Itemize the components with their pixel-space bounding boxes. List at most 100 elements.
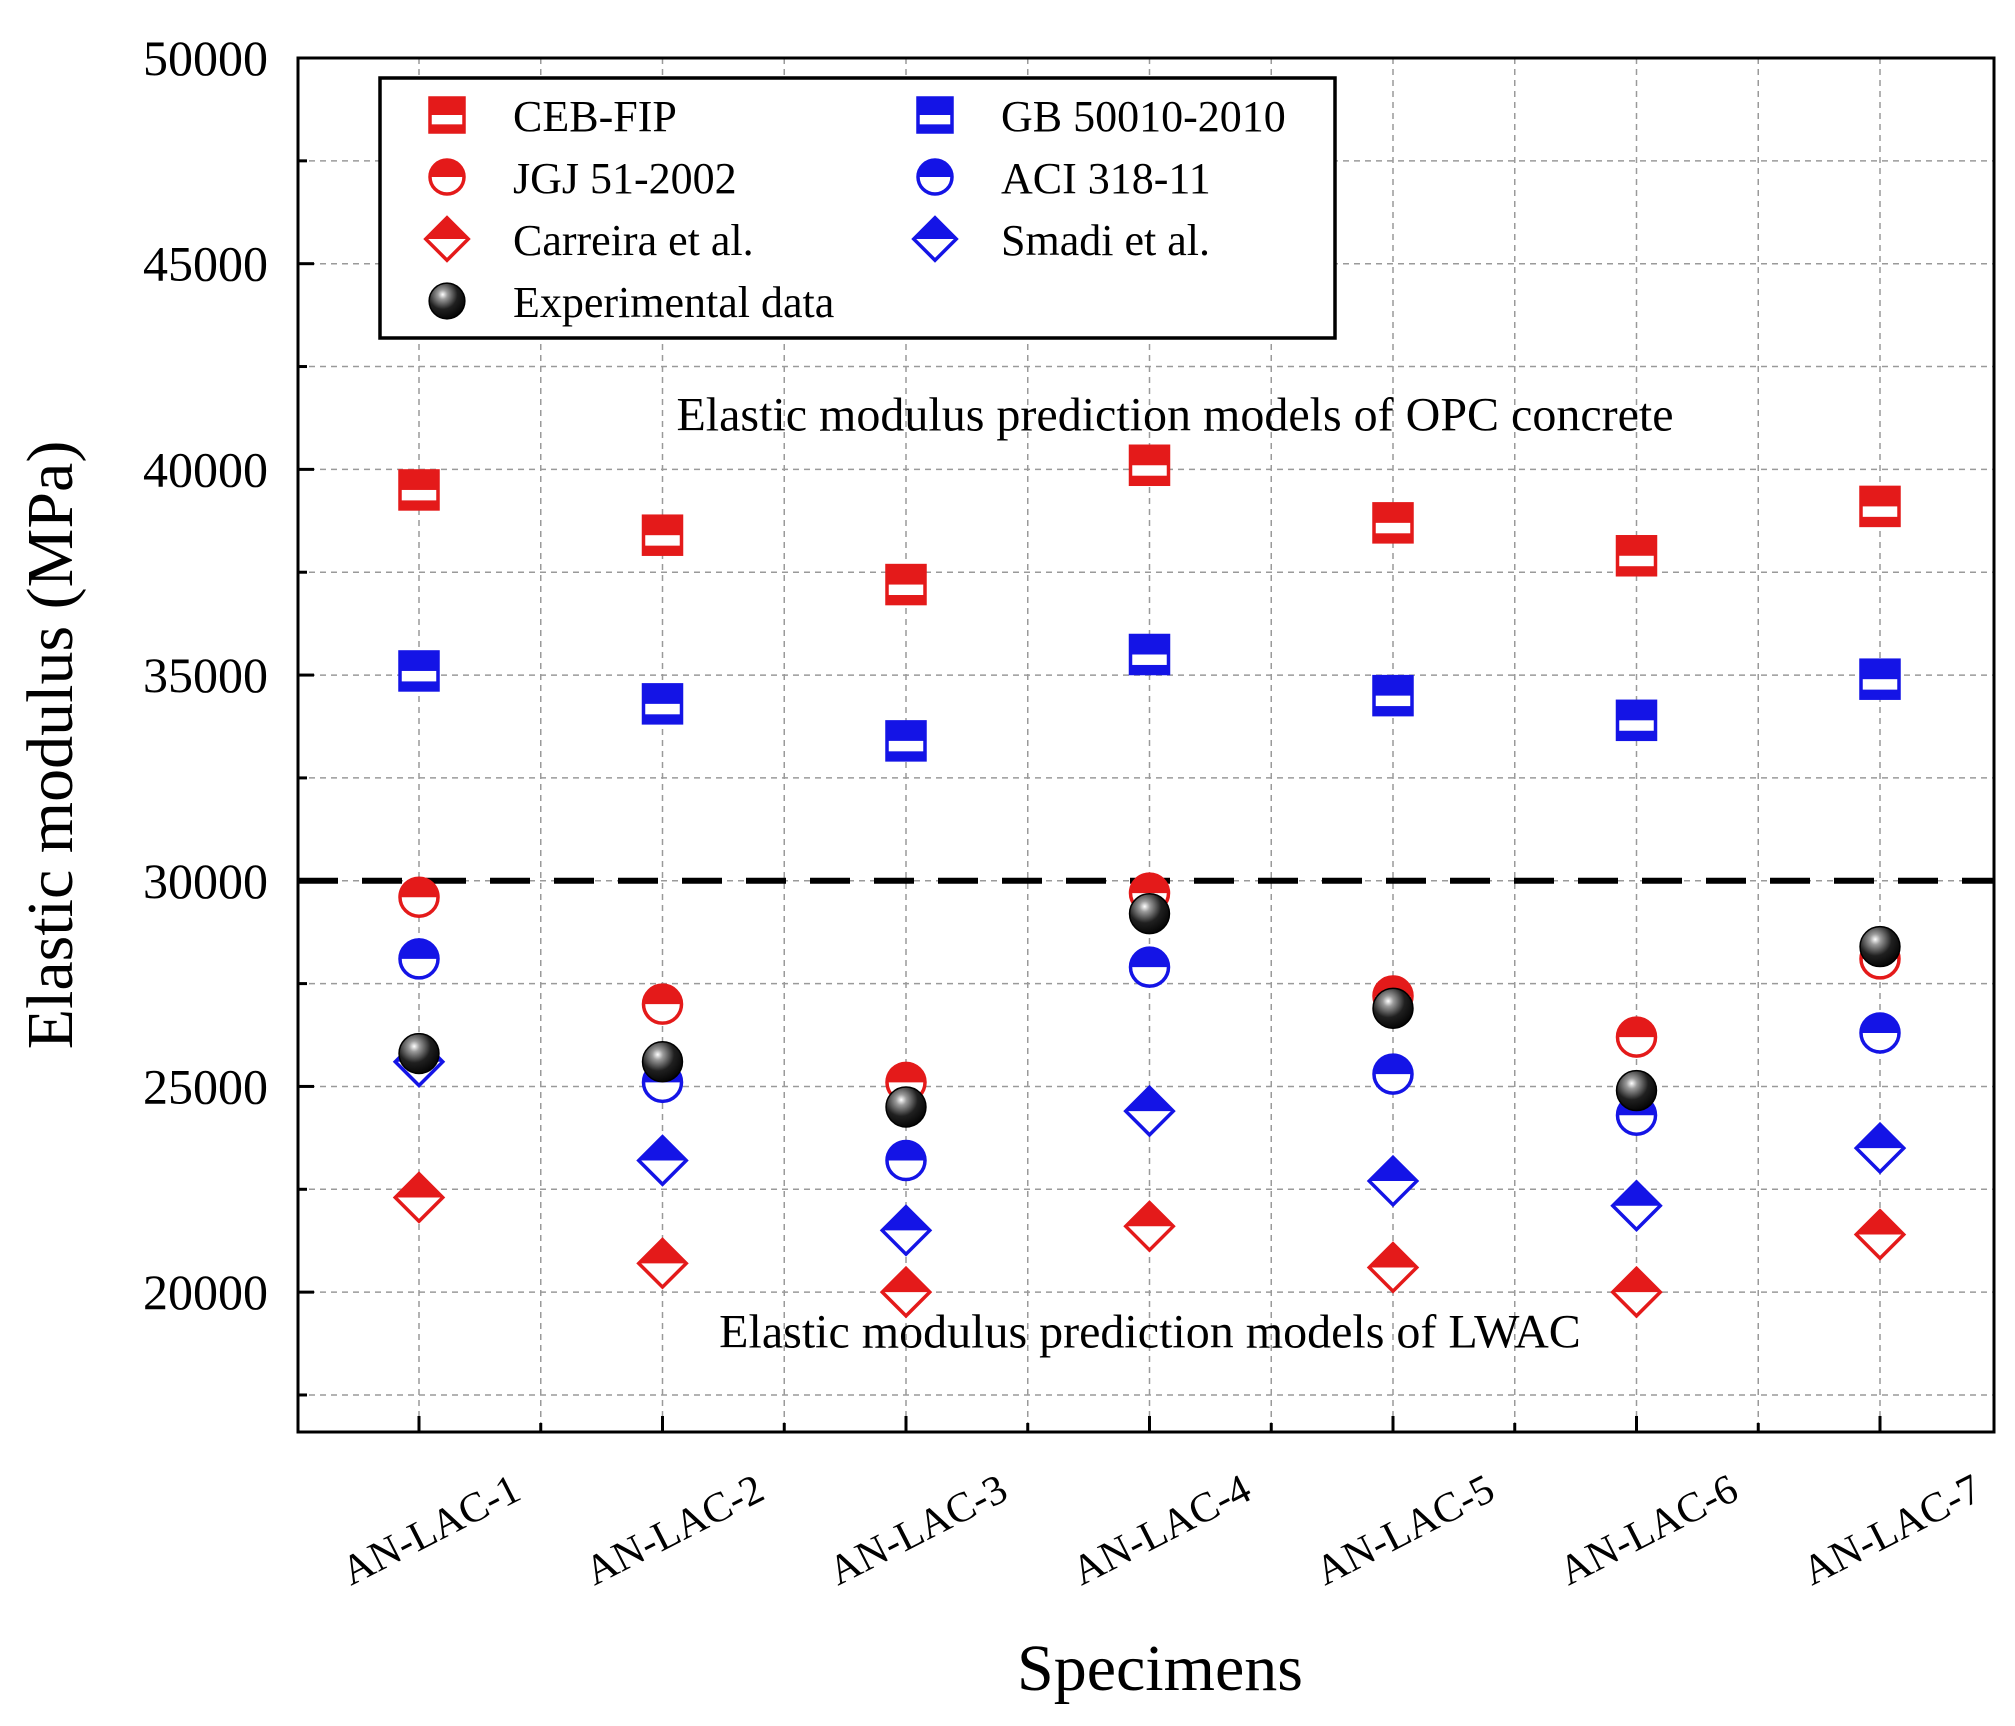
- marker-fill-top: [643, 985, 682, 1005]
- data-point: [885, 563, 927, 606]
- data-marks: [392, 444, 1907, 1319]
- marker-fill-top: [400, 939, 438, 959]
- data-point: [398, 469, 440, 511]
- marker-fill-top: [1130, 874, 1169, 894]
- marker-fill-top: [1861, 487, 1899, 507]
- series-carreira-et-al-: [392, 1171, 1907, 1319]
- legend-marker: [428, 158, 466, 196]
- x-tick-label: AN-LAC-4: [1065, 1466, 1258, 1595]
- marker-fill-top: [430, 160, 464, 177]
- marker-fill-bottom: [430, 124, 464, 132]
- marker-fill-bottom: [918, 124, 952, 132]
- data-point: [1123, 1200, 1176, 1253]
- marker-fill-top: [1125, 1202, 1174, 1227]
- marker-sphere: [428, 282, 466, 320]
- marker-fill-top: [887, 721, 925, 741]
- marker-fill-top: [887, 1141, 925, 1161]
- marker-fill-top: [887, 565, 925, 585]
- data-point: [1615, 1016, 1658, 1058]
- marker-fill-top: [918, 160, 952, 177]
- marker-fill-top: [400, 651, 438, 671]
- legend-item: CEB-FIP: [428, 92, 677, 141]
- data-point: [636, 1134, 689, 1187]
- data-point: [398, 650, 440, 692]
- marker-sphere: [1615, 1069, 1658, 1112]
- y-tick-label: 20000: [143, 1264, 268, 1320]
- x-tick-label: AN-LAC-1: [334, 1466, 527, 1595]
- legend-marker: [911, 215, 959, 263]
- legend-item: GB 50010-2010: [916, 92, 1286, 141]
- marker-sphere: [641, 1041, 684, 1083]
- data-point: [1123, 1084, 1176, 1138]
- marker-fill-bottom: [1861, 689, 1899, 699]
- data-point: [1615, 535, 1658, 577]
- legend-item: Carreira et al.: [423, 215, 754, 265]
- data-point: [1128, 444, 1171, 487]
- marker-fill-top: [1130, 948, 1169, 968]
- marker-fill-bottom: [1861, 516, 1899, 526]
- data-point: [1610, 1179, 1663, 1232]
- data-point: [1859, 1012, 1901, 1054]
- marker-fill-top: [400, 878, 438, 898]
- marker-fill-top: [430, 98, 464, 115]
- y-tick-label: 40000: [143, 441, 268, 497]
- marker-fill-bottom: [1374, 706, 1412, 715]
- data-point: [1615, 1069, 1658, 1112]
- marker-fill-top: [643, 684, 682, 704]
- marker-fill-top: [425, 217, 469, 239]
- legend-marker: [916, 96, 954, 134]
- legend-item: Experimental data: [428, 278, 834, 327]
- marker-fill-top: [1374, 503, 1412, 523]
- marker-fill-top: [1617, 1018, 1656, 1038]
- data-point: [879, 1204, 933, 1257]
- legend-item: JGJ 51-2002: [428, 154, 737, 203]
- marker-fill-bottom: [1130, 664, 1169, 674]
- y-tick-label: 35000: [143, 647, 268, 703]
- series-experimental-data: [398, 892, 1901, 1128]
- data-point: [885, 1139, 927, 1182]
- legend-marker: [428, 282, 466, 320]
- marker-fill-top: [1374, 676, 1412, 696]
- marker-fill-top: [1130, 446, 1169, 466]
- y-tick-label: 45000: [143, 236, 268, 292]
- y-axis-label: Elastic modulus (MPa): [14, 441, 87, 1050]
- marker-fill-top: [1861, 660, 1899, 680]
- data-point: [1853, 1121, 1907, 1175]
- marker-fill-bottom: [643, 545, 682, 555]
- data-point: [636, 1237, 689, 1290]
- data-point: [1366, 1154, 1420, 1208]
- legend-label: CEB-FIP: [513, 92, 677, 141]
- marker-fill-top: [1369, 1243, 1417, 1268]
- data-point: [885, 1086, 927, 1128]
- marker-fill-top: [1861, 1013, 1899, 1033]
- data-point: [641, 983, 684, 1025]
- marker-fill-bottom: [887, 595, 925, 604]
- x-tick-label: AN-LAC-5: [1308, 1466, 1501, 1595]
- x-tick-label: AN-LAC-7: [1795, 1466, 1988, 1595]
- data-point: [392, 1171, 446, 1224]
- marker-fill-bottom: [887, 751, 925, 760]
- x-axis-label: Specimens: [1017, 1632, 1303, 1705]
- marker-fill-top: [882, 1268, 930, 1293]
- marker-fill-top: [1374, 1055, 1412, 1075]
- marker-fill-bottom: [643, 714, 682, 723]
- annotation-lwac: Elastic modulus prediction models of LWA…: [719, 1306, 1581, 1359]
- data-point: [1372, 1053, 1414, 1095]
- plot-frame: [296, 56, 1996, 1434]
- marker-fill-top: [638, 1136, 687, 1161]
- y-tick-label: 50000: [143, 30, 268, 86]
- y-tick-label: 25000: [143, 1058, 268, 1114]
- data-point: [1128, 892, 1171, 935]
- legend-label: Carreira et al.: [513, 216, 754, 265]
- marker-fill-top: [638, 1239, 687, 1264]
- data-point: [1372, 674, 1414, 717]
- data-point: [1372, 987, 1414, 1029]
- legend-marker: [423, 215, 471, 263]
- legend-label: JGJ 51-2002: [513, 154, 737, 203]
- annotation-opc: Elastic modulus prediction models of OPC…: [676, 388, 1673, 441]
- marker-fill-top: [1617, 536, 1656, 556]
- series-gb-50010-2010: [398, 633, 1901, 762]
- data-point: [641, 1041, 684, 1083]
